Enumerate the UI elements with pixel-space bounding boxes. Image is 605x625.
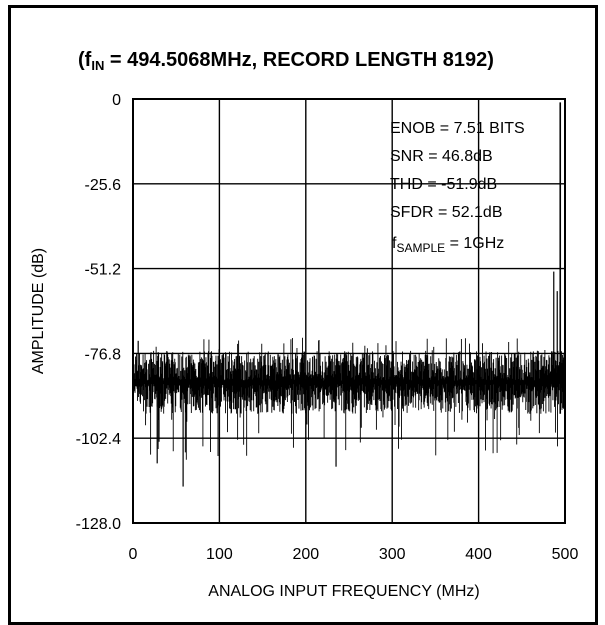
chart-frame [8, 5, 598, 625]
annotation-line: ENOB = 7.51 BITS [390, 120, 525, 137]
plot-area [132, 98, 566, 524]
spectrum-trace [132, 102, 566, 487]
annotation-line: SFDR = 52.1dB [390, 204, 503, 221]
annotation-box: ENOB = 7.51 BITS SNR = 46.8dB THD = -51.9d… [390, 120, 525, 221]
sample-label-rest: = 1GHz [445, 235, 504, 252]
sample-label-subscript: SAMPLE [396, 241, 445, 255]
x-tick-label: 200 [292, 546, 319, 563]
sample-label-prefix: f [392, 235, 397, 252]
grid-lines [133, 99, 565, 523]
x-axis-label: ANALOG INPUT FREQUENCY (MHz) [208, 583, 479, 600]
annotation-line: THD = -51.9dB [390, 176, 497, 193]
x-tick-label: 400 [465, 546, 492, 563]
y-tick-label: -102.4 [76, 431, 121, 448]
noise-floor [132, 337, 566, 460]
spectrum-chart: (fIN = 494.5068MHz, RECORD LENGTH 8192) … [30, 49, 579, 600]
title-prefix: (f [78, 49, 92, 71]
x-tick-label: 100 [206, 546, 233, 563]
sample-rate-annotation: fSAMPLE = 1GHz [392, 235, 504, 255]
x-tick-label: 0 [129, 546, 138, 563]
y-tick-label: -25.6 [85, 177, 122, 194]
y-axis-label: AMPLITUDE (dB) [30, 248, 47, 374]
y-tick-label: -76.8 [85, 346, 122, 363]
x-tick-labels: 0 100 200 300 400 500 [129, 546, 579, 563]
title-subscript: IN [91, 58, 104, 73]
chart-title: (fIN = 494.5068MHz, RECORD LENGTH 8192) [78, 49, 494, 73]
title-rest: = 494.5068MHz, RECORD LENGTH 8192) [104, 49, 494, 71]
y-tick-label: -51.2 [85, 262, 122, 279]
y-tick-label: 0 [112, 92, 121, 109]
y-tick-label: -128.0 [76, 516, 121, 533]
x-tick-label: 300 [379, 546, 406, 563]
annotation-line: SNR = 46.8dB [390, 148, 493, 165]
x-tick-label: 500 [552, 546, 579, 563]
y-tick-labels: 0 -25.6 -51.2 -76.8 -102.4 -128.0 [76, 92, 121, 533]
